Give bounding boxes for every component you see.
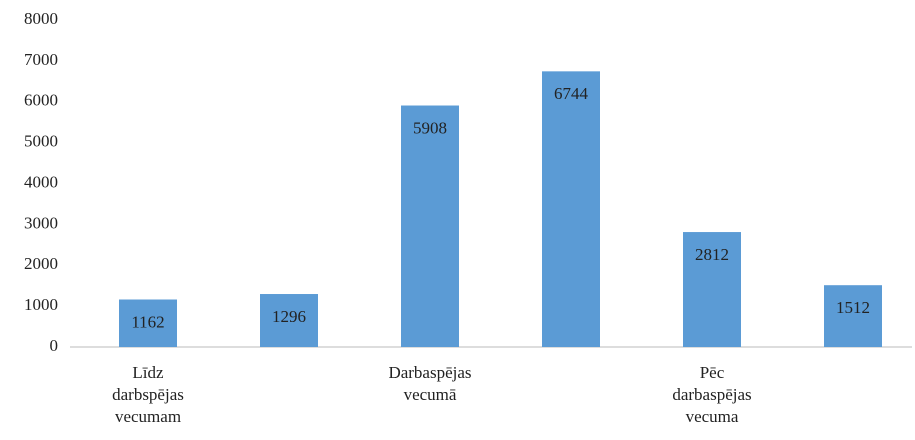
data-label: 1512 xyxy=(836,298,870,317)
bar xyxy=(824,285,882,347)
bar xyxy=(119,299,177,347)
x-tick-label: Līdz darbspējas vecumam xyxy=(112,363,184,426)
x-tick-label: Pēc darbaspējas vecuma xyxy=(672,363,752,426)
y-tick-label: 2000 xyxy=(24,254,58,273)
bar xyxy=(542,71,600,348)
y-tick-label: 6000 xyxy=(24,91,58,110)
bar xyxy=(260,294,318,347)
data-label: 5908 xyxy=(413,118,447,137)
y-tick-label: 0 xyxy=(50,336,59,355)
data-label: 1296 xyxy=(272,307,306,326)
y-tick-label: 3000 xyxy=(24,213,58,232)
data-label: 2812 xyxy=(695,245,729,264)
x-tick-label: Darbaspējas vecumā xyxy=(388,363,472,404)
y-tick-label: 8000 xyxy=(24,9,58,28)
y-tick-label: 1000 xyxy=(24,295,58,314)
data-label: 1162 xyxy=(131,312,164,331)
y-tick-label: 5000 xyxy=(24,132,58,151)
y-tick-label: 4000 xyxy=(24,172,58,191)
bar xyxy=(401,105,459,347)
bar xyxy=(683,232,741,347)
data-label: 6744 xyxy=(554,84,589,103)
y-tick-label: 7000 xyxy=(24,50,58,69)
